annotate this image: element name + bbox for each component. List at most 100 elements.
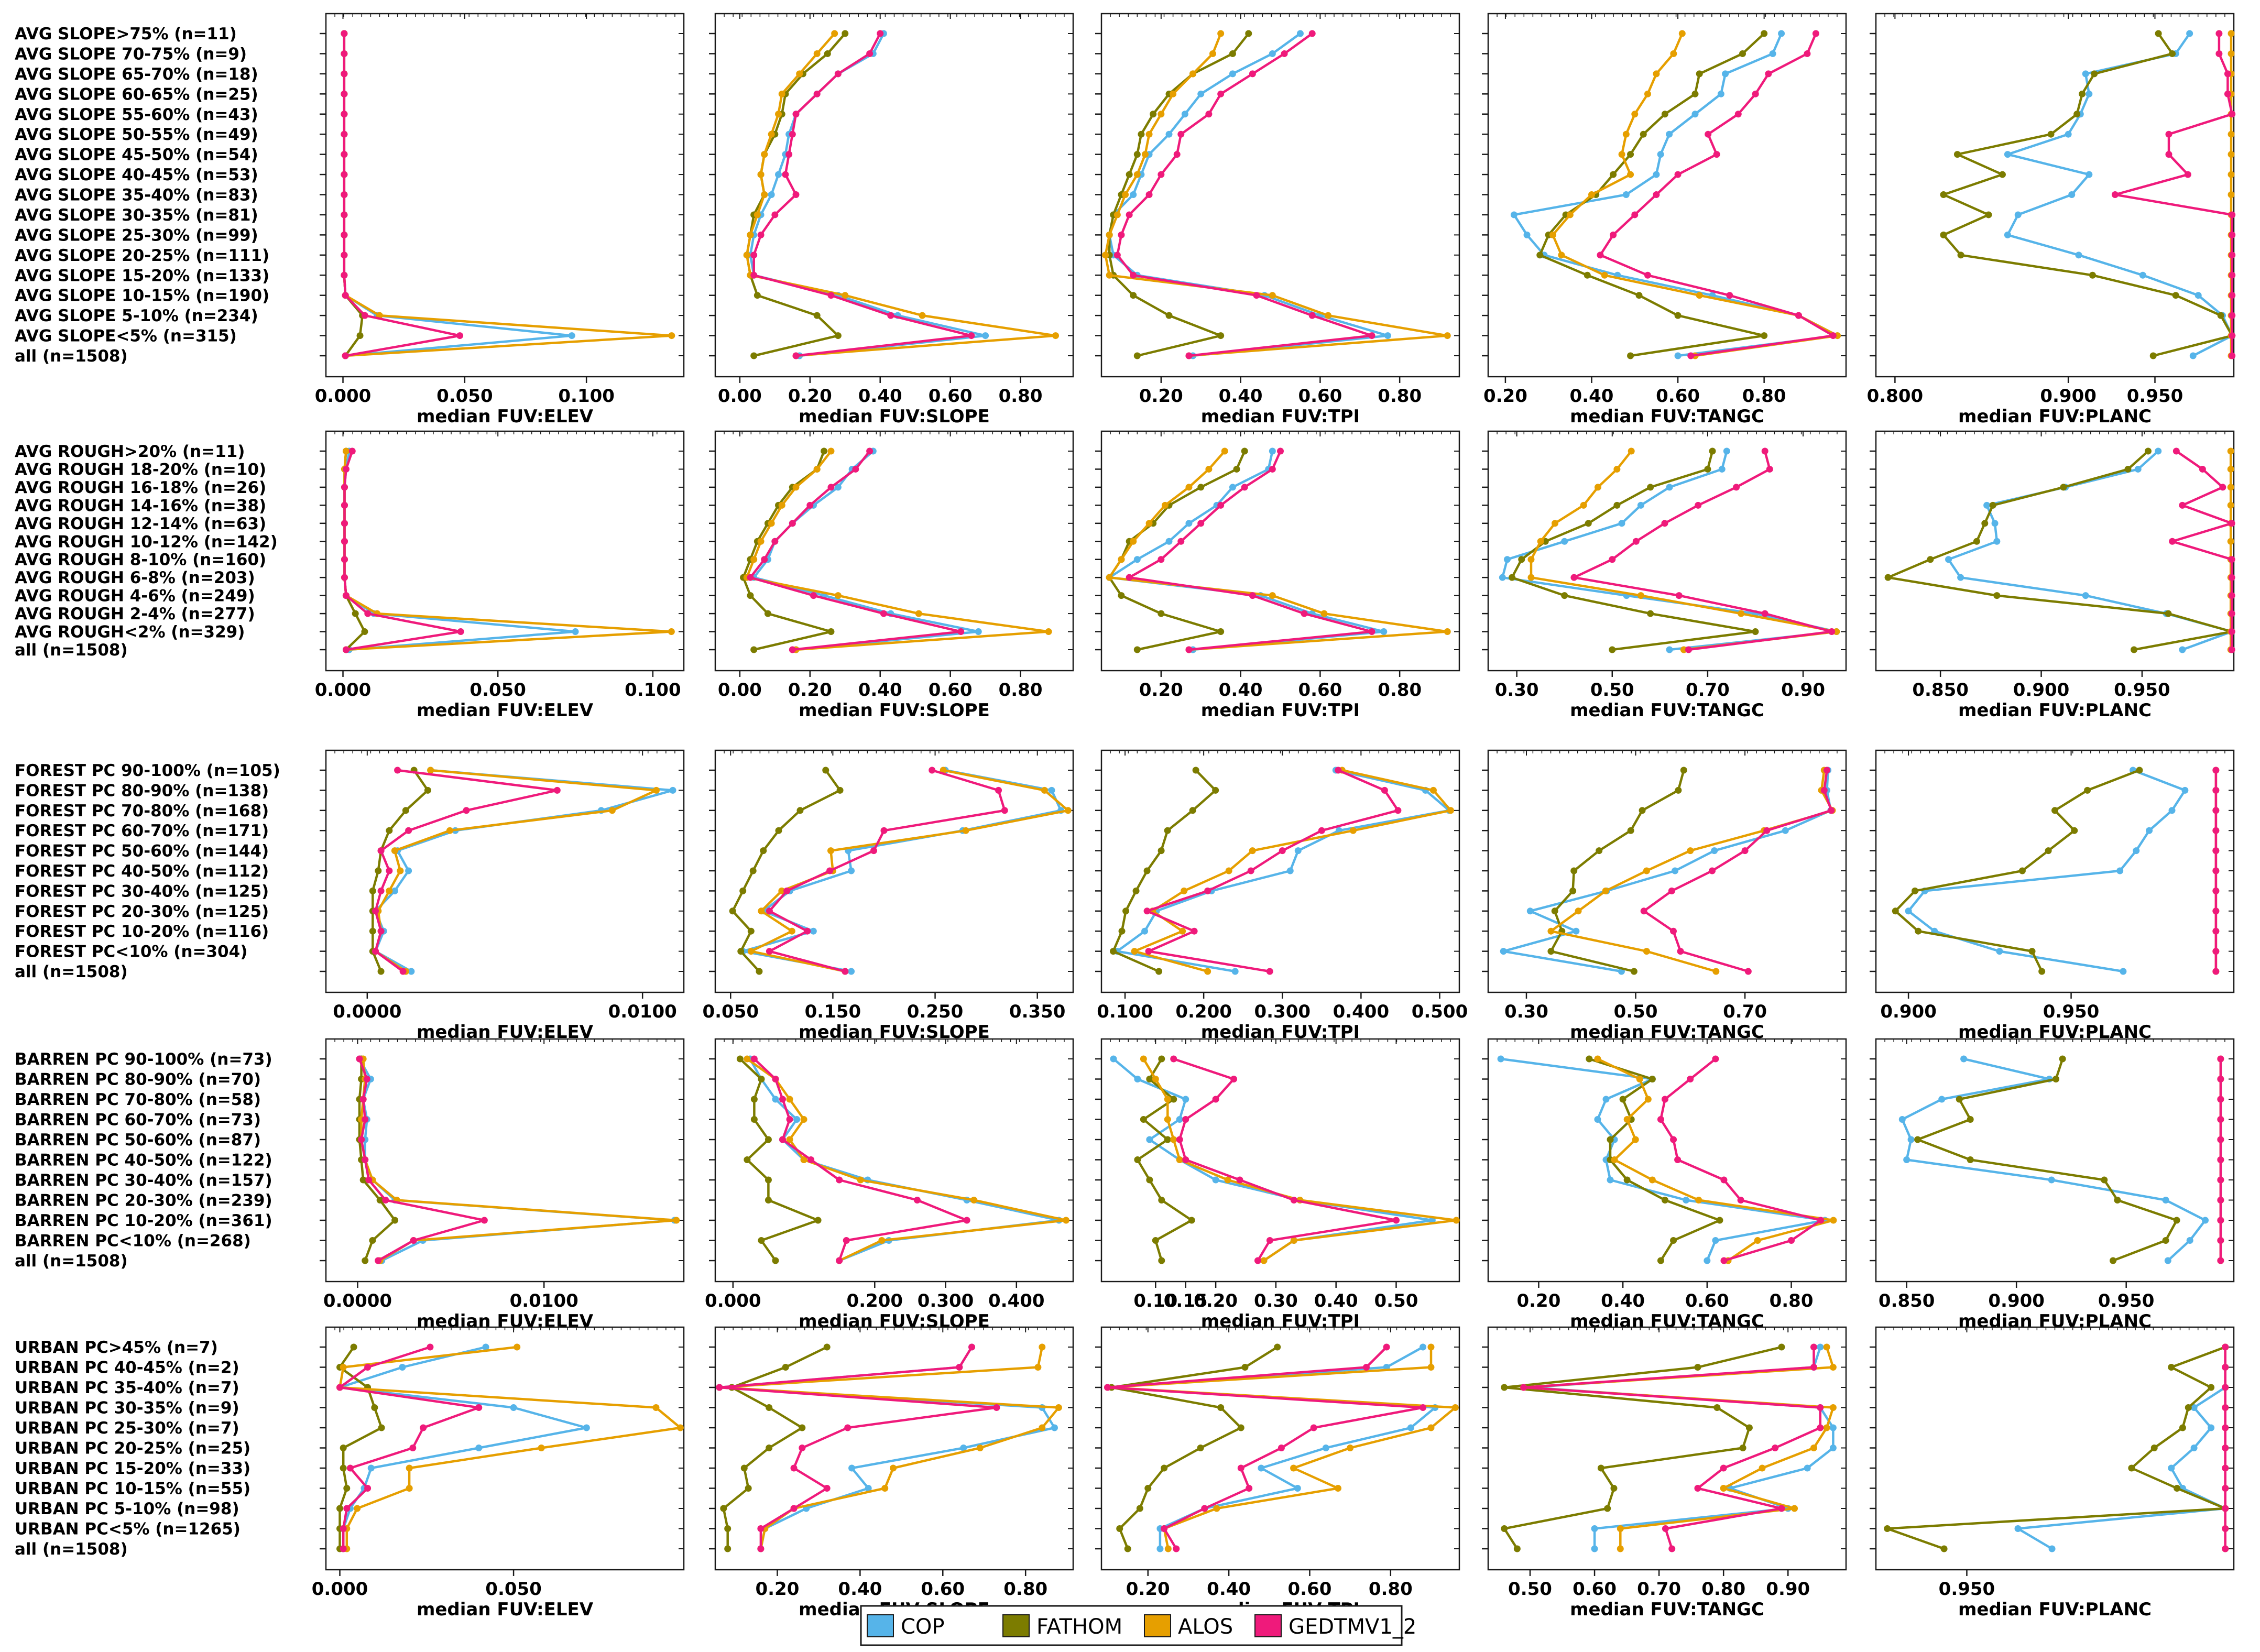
data-point [1140, 1055, 1147, 1063]
data-point [1704, 1257, 1711, 1264]
data-point [1653, 171, 1660, 178]
data-point [842, 968, 849, 975]
data-point [2227, 465, 2234, 473]
category-label: AVG SLOPE 50-55% (n=49) [15, 125, 258, 144]
data-point [843, 1237, 850, 1244]
data-point [1170, 90, 1177, 97]
data-point [1674, 312, 1682, 319]
data-point [1158, 1055, 1165, 1063]
data-point [1152, 1237, 1159, 1244]
data-point [359, 1096, 367, 1103]
data-point [1687, 352, 1695, 359]
data-point [1217, 628, 1225, 636]
data-point [2222, 1364, 2229, 1371]
data-point [786, 1136, 793, 1143]
data-point [340, 1545, 347, 1552]
data-point [1695, 1197, 1702, 1204]
data-point [1588, 191, 1595, 198]
data-point [341, 520, 348, 527]
category-label: AVG ROUGH 6-8% (n=203) [15, 568, 255, 587]
data-point [756, 968, 763, 975]
x-tick-label: 0.90 [1766, 1579, 1810, 1600]
data-point [778, 501, 785, 509]
data-point [2162, 1197, 2169, 1204]
data-point [1631, 211, 1639, 218]
data-point [775, 827, 782, 834]
data-point [340, 1364, 347, 1371]
data-point [1296, 30, 1304, 37]
series-fathom [1892, 767, 2143, 975]
data-point [789, 646, 796, 653]
data-point [1241, 447, 1248, 455]
data-point [1829, 1445, 1837, 1451]
data-point [1181, 111, 1188, 118]
data-point [1607, 1136, 1614, 1143]
data-point [1570, 867, 1578, 874]
data-point [720, 1505, 727, 1512]
data-point [796, 807, 804, 814]
data-point [1310, 1424, 1317, 1431]
data-point [2212, 786, 2220, 794]
data-point [1778, 1343, 1785, 1351]
data-point [1294, 847, 1302, 855]
data-point [2014, 211, 2022, 218]
category-label: FOREST PC 20-30% (n=125) [15, 902, 269, 921]
data-point [834, 70, 842, 78]
data-point [1118, 927, 1126, 935]
category-label: BARREN PC 80-90% (n=70) [15, 1070, 261, 1089]
data-point [2071, 827, 2078, 834]
category-label: BARREN PC 60-70% (n=73) [15, 1111, 261, 1130]
x-tick-label: 0.15 [1164, 1290, 1208, 1311]
category-label: AVG SLOPE 55-60% (n=43) [15, 105, 258, 124]
data-point [342, 465, 350, 473]
panel-avg-slope-slope: 0.00 0.20 0.40 0.60 0.80 median FUV:SLOPE [709, 13, 1074, 427]
data-point [2217, 1237, 2224, 1244]
data-point [1145, 948, 1152, 955]
data-point [369, 1237, 376, 1244]
x-tick-label: 0.40 [1570, 386, 1614, 407]
data-point [2179, 646, 2186, 653]
data-point [2228, 610, 2235, 617]
data-point [771, 211, 779, 218]
data-point [799, 1445, 806, 1451]
data-point [2146, 827, 2153, 834]
data-point [2052, 1076, 2060, 1082]
data-point [1427, 1364, 1435, 1371]
data-point [844, 1424, 851, 1431]
panel-frame [1875, 749, 2235, 993]
x-tick-label: 0.050 [470, 680, 526, 701]
x-tick-label: 0.0000 [323, 1290, 392, 1311]
data-point [1542, 538, 1549, 545]
data-point [1158, 171, 1165, 178]
data-point [1526, 907, 1534, 915]
data-point [342, 646, 350, 653]
data-point [341, 556, 348, 563]
x-tick-label: 0.400 [988, 1290, 1045, 1311]
data-point [1610, 171, 1617, 178]
data-point [1308, 312, 1316, 319]
category-label: AVG SLOPE 70-75% (n=9) [15, 45, 247, 63]
data-point [782, 1364, 789, 1371]
data-point [1617, 1525, 1624, 1532]
data-point [1368, 628, 1375, 636]
data-point [1953, 151, 1961, 158]
data-point [1394, 807, 1402, 814]
data-point [2189, 352, 2197, 359]
data-point [1804, 1464, 1811, 1472]
data-point [2212, 927, 2220, 935]
data-point [2217, 1076, 2224, 1082]
series-gedtmv1_2 [2217, 1055, 2224, 1264]
data-point [1744, 968, 1752, 975]
data-point [1632, 1136, 1639, 1143]
data-point [405, 827, 412, 834]
data-point [1197, 520, 1205, 527]
x-tick-label: 0.900 [1880, 1001, 1937, 1022]
data-point [1569, 887, 1577, 894]
data-point [785, 151, 793, 158]
data-point [1138, 130, 1145, 138]
category-label: BARREN PC 20-30% (n=239) [15, 1191, 272, 1210]
category-label: AVG SLOPE 20-25% (n=111) [15, 246, 269, 265]
x-tick-label: 0.000 [315, 386, 372, 407]
series-fathom [1108, 1343, 1281, 1552]
